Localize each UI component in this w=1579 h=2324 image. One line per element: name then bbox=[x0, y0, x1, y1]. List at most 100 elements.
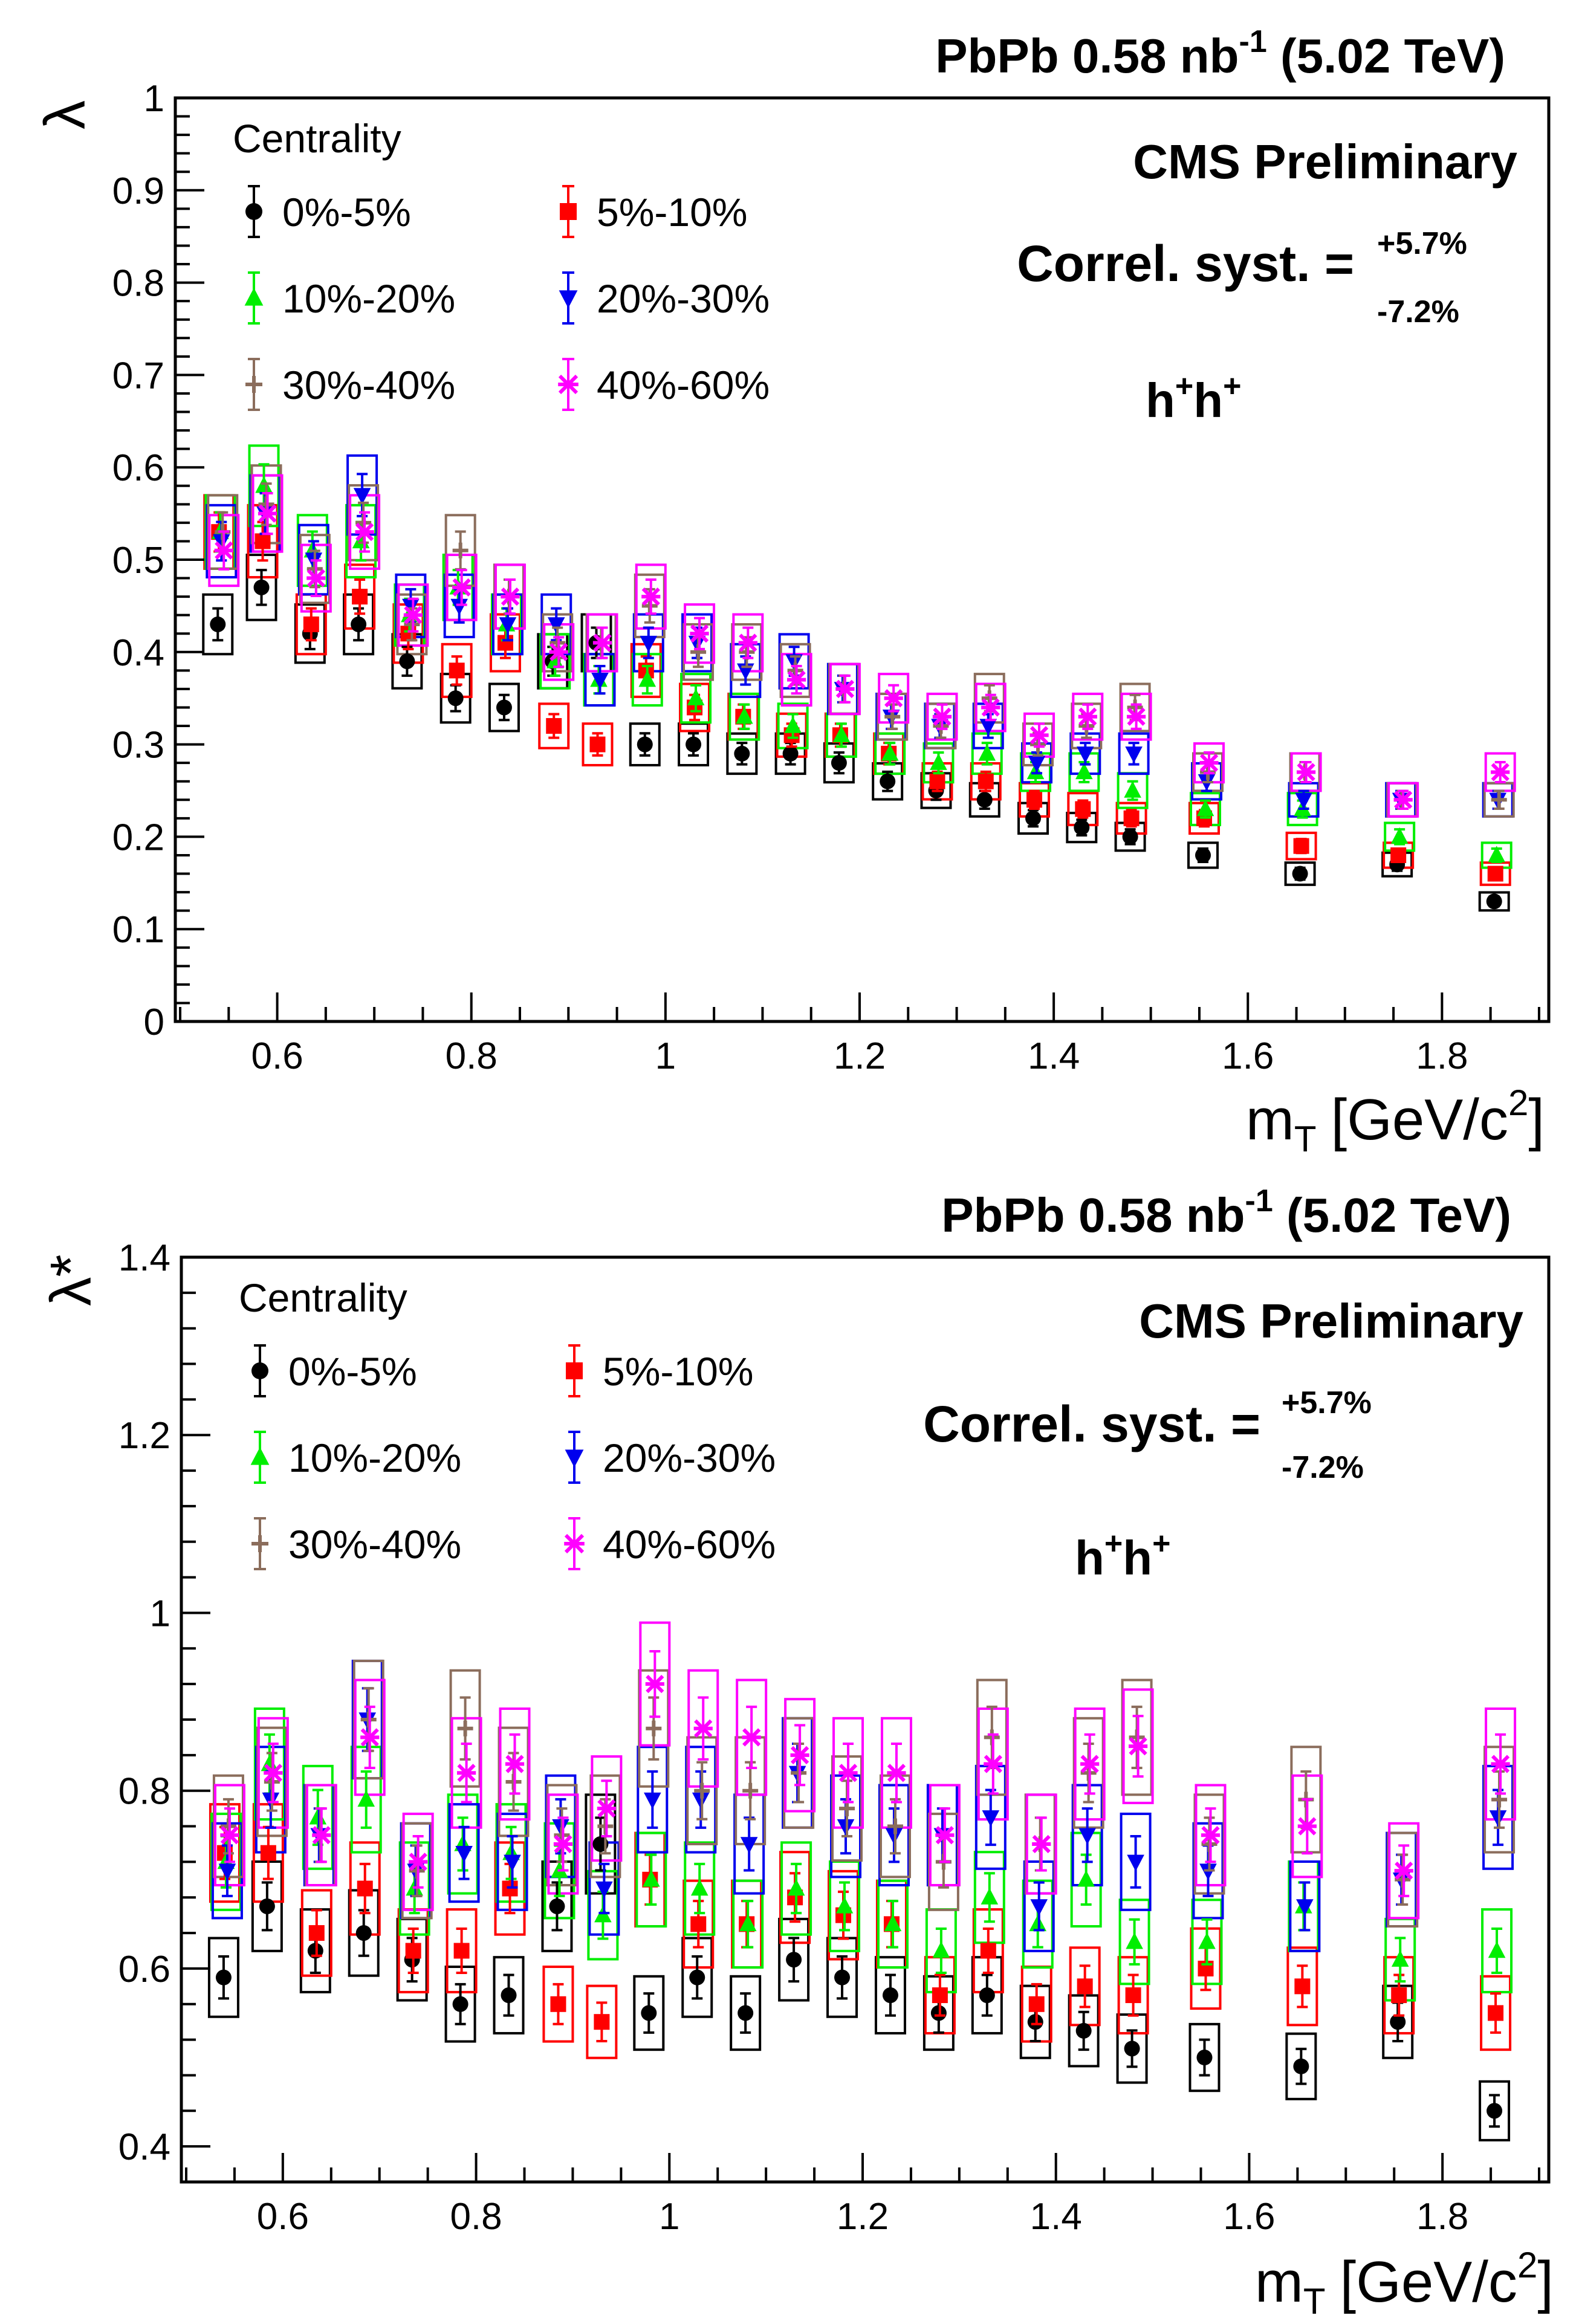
syst-box bbox=[1072, 692, 1104, 741]
legend-label: 20%-30% bbox=[603, 1436, 776, 1480]
pair-label: h+h+ bbox=[1075, 1526, 1171, 1585]
data-point-20%-30% bbox=[1030, 1899, 1048, 1916]
data-point-10%-20% bbox=[1077, 1870, 1095, 1887]
data-point-0%-5% bbox=[1486, 893, 1502, 910]
data-point-20%-30% bbox=[982, 1810, 1000, 1827]
data-point-10%-20% bbox=[1391, 1950, 1409, 1967]
data-point-10%-20% bbox=[690, 1879, 708, 1896]
data-point-20%-30% bbox=[450, 598, 468, 615]
syst-box bbox=[402, 1812, 434, 1911]
data-point-40%-60% bbox=[597, 1799, 616, 1818]
data-point-0%-5% bbox=[496, 699, 512, 716]
legend-label: 40%-60% bbox=[603, 1522, 776, 1567]
syst-box bbox=[585, 1793, 617, 1895]
data-point-0%-5% bbox=[786, 1952, 802, 1968]
data-point-10%-20% bbox=[784, 716, 802, 733]
y-tick-label: 0.9 bbox=[112, 170, 164, 212]
correl-syst-label: Correl. syst. = bbox=[923, 1396, 1260, 1452]
y-tick-label: 1 bbox=[144, 78, 164, 120]
data-point-5%-10% bbox=[932, 1987, 948, 2004]
data-point-0%-5% bbox=[355, 1925, 372, 1941]
data-point-40%-60% bbox=[1032, 1834, 1051, 1854]
data-point-5%-10% bbox=[1123, 810, 1140, 826]
legend-entry: 0%-5% bbox=[251, 1344, 417, 1397]
legend-entry: 30%-40% bbox=[245, 358, 455, 411]
data-point-0%-5% bbox=[253, 579, 270, 595]
data-point-20%-30% bbox=[1296, 1899, 1314, 1916]
data-point-0%-5% bbox=[1025, 810, 1042, 826]
legend-marker bbox=[251, 1362, 268, 1379]
syst-boxes bbox=[207, 1621, 1517, 2141]
correl-syst-label: Correl. syst. = bbox=[1017, 235, 1354, 292]
syst-box bbox=[780, 653, 812, 707]
data-point-40%-60% bbox=[549, 642, 568, 661]
y-tick-label: 0.4 bbox=[118, 2126, 170, 2168]
syst-box bbox=[1074, 1707, 1106, 1821]
data-point-10%-20% bbox=[884, 1914, 902, 1932]
syst-box bbox=[213, 1784, 245, 1887]
data-point-40%-60% bbox=[264, 1764, 283, 1782]
y-tick-label: 1 bbox=[150, 1593, 170, 1634]
data-point-5%-10% bbox=[357, 1880, 373, 1897]
data-point-40%-60% bbox=[738, 633, 757, 652]
syst-box bbox=[1480, 1975, 1512, 2051]
data-point-40%-60% bbox=[835, 679, 855, 699]
data-point-0%-5% bbox=[689, 1969, 705, 1986]
syst-down-value: -7.2% bbox=[1282, 1450, 1364, 1485]
data-point-40%-60% bbox=[220, 1826, 239, 1845]
data-point-0%-5% bbox=[210, 616, 226, 632]
data-point-40%-60% bbox=[693, 1719, 713, 1738]
data-point-0%-5% bbox=[259, 1898, 275, 1914]
syst-box bbox=[493, 1956, 525, 2034]
y-tick-label: 0.7 bbox=[112, 355, 164, 397]
panel-lambda-star: 0.6 0.8 1 1.2 1.4 1.6 1.8 0.4 0.6 0.8 1 1.2 1.4 PbPb… bbox=[39, 1183, 1554, 2322]
data-point-20%-30% bbox=[595, 1881, 613, 1898]
data-point-40%-60% bbox=[592, 633, 612, 652]
syst-box bbox=[1195, 1784, 1227, 1887]
legend-title: Centrality bbox=[233, 116, 401, 161]
syst-box bbox=[926, 692, 958, 741]
data-point-40%-60% bbox=[409, 1853, 428, 1871]
data-point-20%-30% bbox=[504, 1854, 521, 1871]
data-point-5%-10% bbox=[255, 533, 271, 549]
data-point-10%-20% bbox=[932, 1941, 950, 1958]
data-point-5%-10% bbox=[929, 773, 945, 789]
syst-box bbox=[305, 1784, 337, 1887]
data-point-0%-5% bbox=[979, 1987, 995, 2004]
data-point-5%-10% bbox=[352, 589, 368, 605]
data-point-30%-40% bbox=[742, 1782, 759, 1799]
legend-entry: 5%-10% bbox=[566, 1344, 753, 1397]
syst-box bbox=[1388, 1822, 1420, 1920]
data-point-40%-60% bbox=[981, 698, 1000, 717]
syst-box bbox=[1481, 1908, 1513, 1993]
legend-label: 5%-10% bbox=[603, 1349, 753, 1394]
syst-box bbox=[397, 583, 429, 647]
cms-preliminary-label: CMS Preliminary bbox=[1133, 135, 1517, 189]
data-point-0%-5% bbox=[399, 653, 415, 670]
pair-label: h+h+ bbox=[1146, 369, 1242, 427]
data-point-20%-30% bbox=[455, 1845, 473, 1863]
axes: 0.6 0.8 1 1.2 1.4 1.6 1.8 0 0.1 0.2 0.3 0.4 0.5 0.6 0.… bbox=[112, 78, 1540, 1077]
x-tick-label: 1.8 bbox=[1416, 2196, 1468, 2238]
data-point-0%-5% bbox=[1487, 2103, 1503, 2119]
legend-entry: 20%-30% bbox=[565, 1431, 776, 1484]
legend-entry: 10%-20% bbox=[244, 271, 455, 325]
syst-box bbox=[542, 1965, 574, 2043]
data-point-5%-10% bbox=[978, 773, 994, 789]
data-points bbox=[215, 1650, 1510, 2128]
data-point-5%-10% bbox=[303, 616, 319, 632]
syst-box bbox=[732, 1879, 764, 1969]
data-point-0%-5% bbox=[215, 1969, 232, 1986]
data-point-10%-20% bbox=[981, 1888, 999, 1905]
legend-entry: 40%-60% bbox=[564, 1517, 776, 1570]
data-point-40%-60% bbox=[553, 1834, 573, 1854]
legend-marker bbox=[245, 376, 262, 393]
data-point-0%-5% bbox=[351, 616, 367, 632]
data-point-10%-20% bbox=[357, 1790, 375, 1807]
legend-marker bbox=[558, 374, 579, 395]
data-point-20%-30% bbox=[591, 672, 609, 690]
syst-box bbox=[1285, 831, 1317, 861]
data-point-0%-5% bbox=[452, 1996, 469, 2012]
y-tick-label: 0.8 bbox=[118, 1771, 170, 1813]
